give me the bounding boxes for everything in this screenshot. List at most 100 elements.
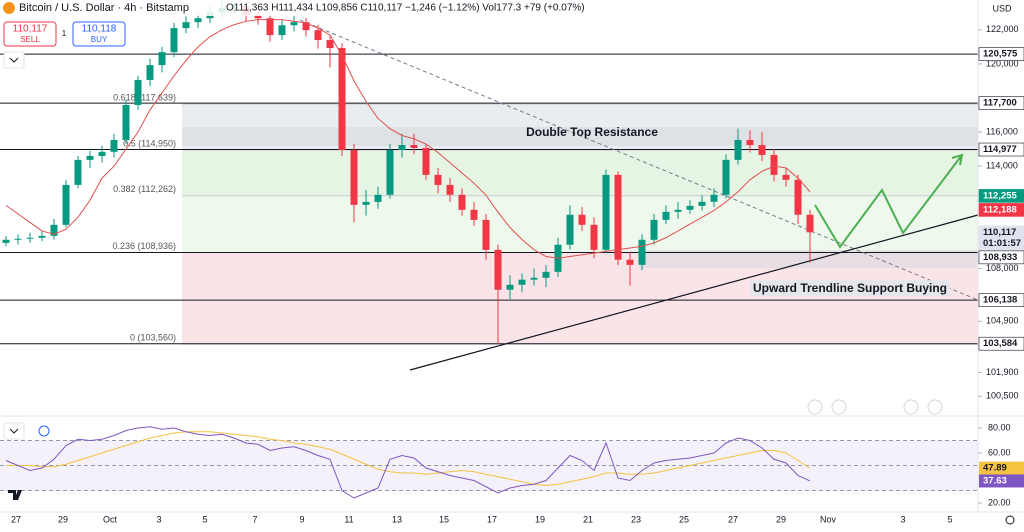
fib-label: 0 (103,560) — [130, 332, 176, 342]
candle-body — [698, 201, 706, 206]
candle-body — [98, 151, 106, 156]
price-tag — [978, 189, 1024, 203]
event-flag[interactable] — [807, 399, 823, 415]
x-tick-label: 25 — [679, 514, 689, 524]
rsi-tag — [979, 461, 1024, 475]
annotation-bg — [749, 280, 951, 297]
candle-body — [566, 214, 574, 245]
price-tag-label: 106,138 — [983, 295, 1017, 306]
y-tick-label: 114,000 — [986, 161, 1018, 171]
candle-body — [14, 238, 22, 240]
x-tick-label: 5 — [202, 514, 207, 524]
fib-label: 0.382 (112,262) — [113, 184, 176, 194]
y-tick-label: 104,900 — [986, 316, 1019, 326]
candle-body — [482, 219, 490, 250]
candle-body — [446, 184, 454, 195]
candle-body — [62, 184, 70, 225]
candle-body — [530, 277, 538, 280]
logo — [8, 490, 22, 500]
candle-body — [122, 104, 130, 140]
candle-body — [314, 30, 322, 41]
price-tag-label: 110,117 — [983, 227, 1016, 238]
buy-button[interactable] — [72, 21, 126, 47]
candle-body — [590, 224, 598, 250]
spread: 1 — [62, 29, 67, 38]
rsi-collapse-button[interactable] — [3, 422, 25, 440]
price-tag — [978, 96, 1024, 110]
candle-body — [650, 219, 658, 240]
candle-body — [350, 149, 358, 205]
fib-label: 0.618 (117,639) — [113, 93, 176, 103]
candle-body — [494, 249, 502, 290]
settings-icon[interactable] — [1005, 515, 1015, 525]
rsi-tick-label: 20.00 — [988, 497, 1011, 507]
y-tick-label: 120,000 — [986, 58, 1019, 68]
candle-body — [278, 25, 286, 36]
rsi-tag — [979, 474, 1024, 488]
price-tag-label: 112,255 — [983, 190, 1018, 201]
price-tag-label: 108,933 — [983, 252, 1017, 263]
price-tag-label: 120,575 — [983, 49, 1018, 60]
y-tick-label: 100,500 — [986, 391, 1019, 401]
candle-body — [686, 205, 694, 210]
event-flag[interactable] — [831, 399, 847, 415]
x-tick-label: 21 — [583, 514, 593, 524]
candle-body — [626, 259, 634, 265]
candle-body — [674, 209, 682, 212]
candle-body — [710, 194, 718, 202]
projection — [814, 154, 963, 249]
event-flag[interactable] — [927, 399, 943, 415]
ohlc: O111,363 H111,434 L109,856 C110,117 −1,2… — [226, 3, 585, 14]
candle-body — [518, 279, 526, 285]
countdown: 01:01:57 — [983, 238, 1021, 249]
candle-body — [398, 145, 406, 150]
x-tick-label: 29 — [58, 514, 68, 524]
price-tag — [978, 142, 1024, 157]
price-tag-label: 112,188 — [983, 204, 1017, 215]
event-flag[interactable] — [903, 399, 919, 415]
candle-body — [662, 211, 670, 220]
candle-body — [362, 201, 370, 205]
x-tick-label: 7 — [252, 514, 257, 524]
x-tick-label: 19 — [535, 514, 545, 524]
zones — [182, 127, 978, 268]
candle-body — [134, 79, 142, 105]
price-tag — [978, 47, 1024, 61]
x-tick-label: 9 — [299, 514, 304, 524]
price-tag — [978, 225, 1024, 251]
candle-body — [182, 22, 190, 29]
sell-label: SELL — [20, 35, 40, 44]
candle-body — [746, 139, 754, 146]
candle-body — [2, 239, 10, 243]
event-icons — [807, 399, 943, 415]
candle-body — [50, 224, 58, 236]
collapse-button[interactable] — [3, 51, 25, 69]
price-tag — [978, 250, 1024, 265]
projection-arrow — [951, 153, 964, 166]
chevron — [9, 57, 19, 63]
price-tag-label: 114,977 — [983, 144, 1017, 155]
candle-body — [338, 48, 346, 150]
rsi-settings[interactable] — [38, 425, 50, 437]
buy-price: 110,118 — [82, 24, 117, 35]
support-zone — [640, 250, 978, 268]
price-tags: 120,575 117,700 114,977 112,255 112,188 110,1… — [978, 47, 1024, 488]
rsi-panel — [0, 426, 978, 499]
x-tick-label: 23 — [631, 514, 641, 524]
y-tick-label: 101,900 — [986, 367, 1019, 377]
x-tick-label: 3 — [900, 514, 905, 524]
x-tick-label: 29 — [776, 514, 786, 524]
candles — [2, 0, 814, 344]
buy-label: BUY — [91, 35, 108, 44]
candle-body — [158, 52, 166, 66]
x-tick-label: Nov — [820, 514, 837, 524]
candle-body — [722, 159, 730, 195]
x-tick-label: 11 — [344, 514, 353, 524]
sell-button[interactable] — [3, 21, 57, 47]
candle-body — [614, 174, 622, 260]
rsi-tag-label: 37.63 — [983, 475, 1007, 486]
candle-body — [734, 139, 742, 160]
candle-body — [770, 154, 778, 175]
